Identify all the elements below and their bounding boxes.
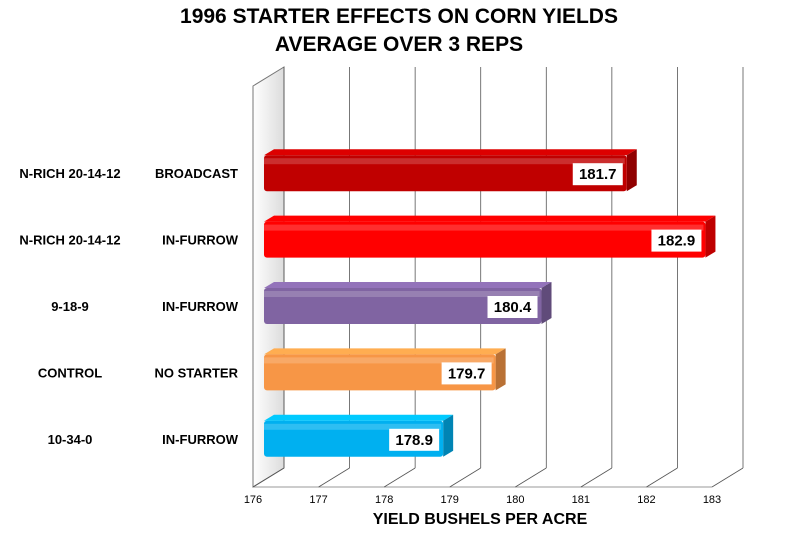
bar-end — [541, 282, 552, 324]
bar-top — [264, 149, 637, 156]
category-label-left: CONTROL — [38, 365, 102, 380]
x-tick-label: 179 — [441, 494, 459, 506]
value-label: 181.7 — [579, 166, 617, 183]
chart-title: 1996 STARTER EFFECTS ON CORN YIELDS — [180, 5, 618, 28]
bar-top — [264, 215, 716, 222]
category-label-right: NO STARTER — [154, 365, 238, 380]
category-label-right: IN-FURROW — [162, 233, 239, 248]
value-label-box — [441, 362, 492, 385]
category-label-left: N-RICH 20-14-12 — [19, 233, 120, 248]
value-label: 180.4 — [494, 299, 532, 316]
bar-highlight — [264, 158, 625, 165]
bar — [264, 155, 627, 192]
gridline-floor — [515, 467, 547, 488]
bar — [264, 221, 706, 258]
gridline-floor — [711, 467, 744, 488]
gridline-floor — [449, 467, 481, 488]
bar-end — [705, 215, 716, 258]
value-label: 182.9 — [658, 233, 696, 250]
bar-highlight — [264, 423, 442, 430]
x-tick-label: 181 — [572, 494, 590, 506]
category-label-right: BROADCAST — [155, 166, 238, 181]
bar-end — [443, 414, 454, 457]
category-label-right: IN-FURROW — [162, 432, 239, 447]
bar-top — [264, 414, 454, 421]
x-tick-label: 178 — [375, 494, 393, 506]
chart-subtitle: AVERAGE OVER 3 REPS — [274, 33, 524, 56]
x-tick-label: 183 — [703, 494, 721, 506]
value-label-box — [651, 229, 702, 252]
x-axis-title: YIELD BUSHELS PER ACRE — [372, 511, 588, 528]
category-label-right: IN-FURROW — [162, 299, 239, 314]
bar — [264, 288, 542, 324]
value-label-box — [572, 163, 623, 186]
bar-highlight — [264, 291, 540, 297]
x-tick-label: 176 — [244, 494, 262, 506]
bar-top — [264, 282, 552, 288]
label-layer: 176 177 178 179 180 181 182 183 181.7 N-RICH 20-1… — [19, 163, 721, 506]
gridline-floor — [580, 467, 613, 488]
x-tick-label: 180 — [506, 494, 524, 506]
gridline-floor — [318, 467, 350, 488]
bar-highlight — [264, 224, 704, 231]
bar-layer — [264, 149, 716, 457]
bar-top — [264, 348, 506, 355]
category-label-left: 9-18-9 — [51, 299, 89, 314]
category-label-left: N-RICH 20-14-12 — [19, 166, 120, 181]
value-label: 178.9 — [395, 432, 433, 449]
value-label-box — [389, 428, 440, 451]
gridline-floor — [383, 467, 416, 488]
bar-highlight — [264, 357, 494, 364]
gridline-floor — [252, 467, 285, 488]
category-label-left: 10-34-0 — [48, 432, 93, 447]
bar-end — [626, 149, 637, 192]
x-tick-label: 182 — [637, 494, 655, 506]
x-tick-label: 177 — [309, 494, 327, 506]
bar — [264, 354, 496, 391]
bar-end — [495, 348, 506, 391]
gridline-floor — [646, 467, 678, 488]
value-label: 179.7 — [448, 365, 486, 382]
value-label-box — [487, 296, 538, 318]
